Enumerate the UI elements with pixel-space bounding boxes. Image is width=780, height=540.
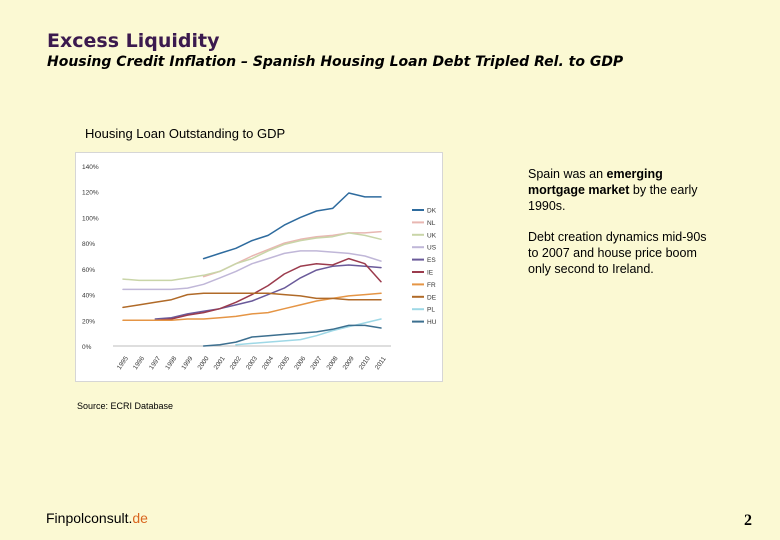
x-tick-label: 1999 bbox=[180, 355, 194, 371]
series-line-hu bbox=[202, 324, 382, 347]
series-line-de bbox=[122, 292, 382, 309]
series-line-ie bbox=[154, 257, 382, 322]
note-spain-part2: by the early 1990s. bbox=[528, 183, 698, 213]
legend-label-uk: UK bbox=[427, 232, 437, 239]
x-tick-label: 2006 bbox=[293, 355, 307, 371]
note-spain-emphasis: emerging mortgage market bbox=[528, 167, 663, 197]
legend-label-es: ES bbox=[427, 257, 436, 264]
x-tick-label: 2008 bbox=[326, 355, 340, 371]
x-tick-label: 2000 bbox=[197, 355, 211, 371]
x-tick-label: 1998 bbox=[164, 355, 178, 371]
x-tick-label: 1996 bbox=[132, 355, 146, 371]
x-tick-label: 2001 bbox=[213, 355, 227, 371]
x-tick-label: 2007 bbox=[309, 355, 323, 371]
series-line-uk bbox=[122, 232, 382, 282]
note-spain: Spain was an emerging mortgage market by… bbox=[528, 166, 716, 214]
note-debt-dynamics: Debt creation dynamics mid-90s to 2007 a… bbox=[528, 230, 707, 276]
chart-container: 0% 20% 40% 60% 80% 100% 120% 140% 1995 1996 1997 19… bbox=[75, 152, 443, 382]
legend-label-de: DE bbox=[427, 294, 437, 301]
legend-label-hu: HU bbox=[427, 319, 437, 326]
source-note: Source: ECRI Database bbox=[77, 401, 174, 411]
y-tick-label: 80% bbox=[82, 241, 95, 248]
brand-logo: Finpolconsult.de bbox=[46, 510, 148, 526]
note-spain-part1: Spain was an bbox=[528, 167, 607, 181]
legend-label-nl: NL bbox=[427, 220, 436, 227]
legend-label-ie: IE bbox=[427, 270, 434, 277]
legend-label-dk: DK bbox=[427, 208, 437, 215]
legend-label-us: US bbox=[427, 245, 437, 252]
series-line-fr bbox=[122, 292, 382, 322]
y-tick-label: 100% bbox=[82, 215, 99, 222]
chart-heading: Housing Loan Outstanding to GDP bbox=[85, 126, 286, 141]
commentary: Spain was an emerging mortgage market by… bbox=[528, 166, 716, 292]
slide-subtitle: Housing Credit Inflation – Spanish Housi… bbox=[47, 54, 624, 70]
x-tick-label: 2011 bbox=[374, 355, 388, 371]
series-line-us bbox=[122, 250, 382, 291]
x-tick-label: 2009 bbox=[342, 355, 356, 371]
x-tick-label: 2003 bbox=[245, 355, 259, 371]
page-number: 2 bbox=[744, 512, 752, 529]
y-tick-label: 0% bbox=[82, 344, 92, 351]
legend-label-fr: FR bbox=[427, 282, 436, 289]
x-tick-label: 2005 bbox=[277, 355, 291, 371]
slide-title: Excess Liquidity bbox=[47, 30, 220, 52]
x-tick-label: 2004 bbox=[261, 355, 275, 371]
y-tick-label: 20% bbox=[82, 318, 95, 325]
x-tick-label: 2002 bbox=[229, 355, 243, 371]
x-tick-label: 2010 bbox=[358, 355, 372, 371]
line-chart: 0%20%40%60%80%100%120%140%1995 1996 1997 19… bbox=[82, 164, 437, 371]
y-tick-label: 40% bbox=[82, 293, 95, 300]
brand-main: Finpolconsult. bbox=[46, 510, 133, 526]
y-tick-label: 140% bbox=[82, 164, 99, 171]
legend-label-pl: PL bbox=[427, 307, 435, 314]
brand-accent: de bbox=[132, 510, 148, 526]
x-tick-label: 1995 bbox=[116, 355, 130, 371]
series-line-dk bbox=[202, 192, 382, 260]
y-tick-label: 60% bbox=[82, 267, 95, 274]
series-line-es bbox=[154, 264, 382, 320]
x-tick-label: 1997 bbox=[148, 355, 162, 371]
y-tick-label: 120% bbox=[82, 190, 99, 197]
